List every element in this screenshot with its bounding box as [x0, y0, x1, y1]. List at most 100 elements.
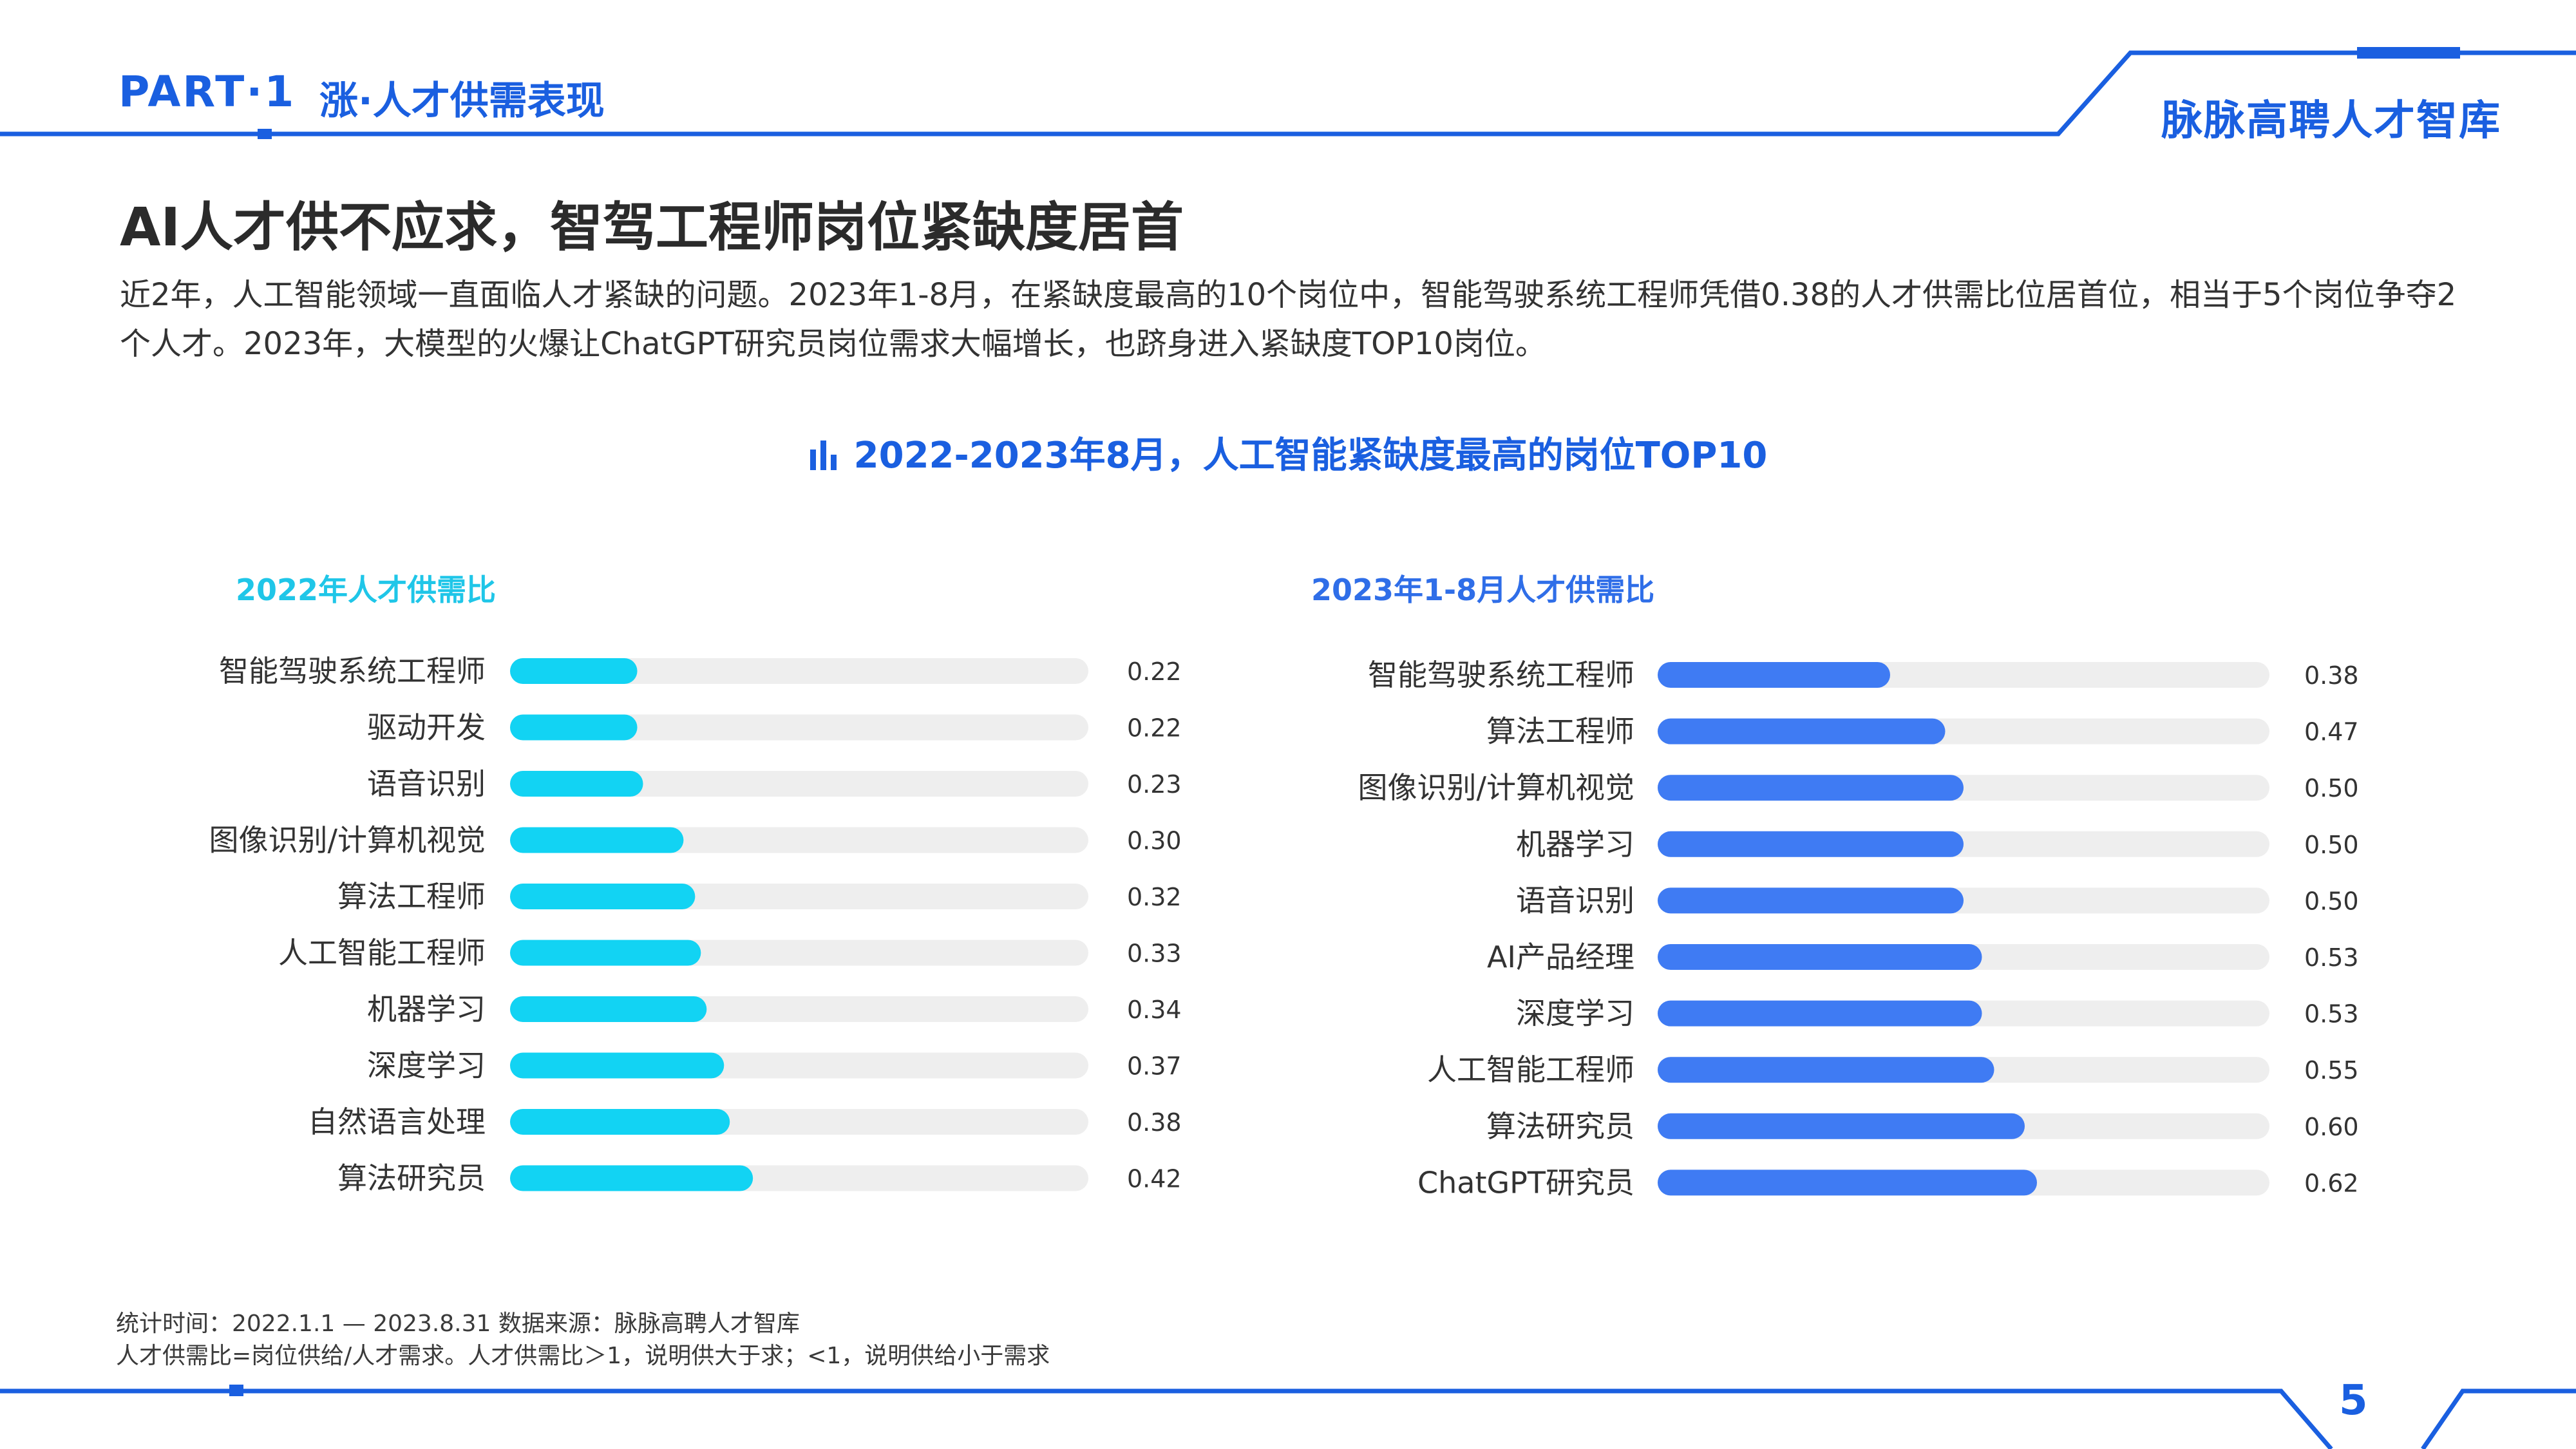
- chart-2023-row: AI产品经理 0.53: [1487, 940, 2359, 974]
- chart-2022-row: 人工智能工程师 0.33: [278, 936, 1182, 971]
- chart-2022-value-label: 0.33: [1127, 940, 1182, 968]
- chart-2023-row: 人工智能工程师 0.55: [1427, 1052, 2359, 1087]
- summary-text: 近2年，人工智能领域一直面临人才紧缺的问题。2023年1-8月，在紧缺度最高的1…: [120, 277, 2457, 362]
- chart-2022-category-label: 人工智能工程师: [278, 936, 486, 971]
- chart-2023-category-label: 算法工程师: [1486, 714, 1634, 749]
- chart-2022-value-label: 0.42: [1127, 1165, 1182, 1193]
- chart-2022-value-label: 0.22: [1127, 714, 1182, 743]
- chart-2022-row: 语音识别 0.23: [367, 766, 1182, 801]
- chart-2022-value-label: 0.30: [1127, 827, 1182, 855]
- chart-2022-bar: [510, 771, 643, 797]
- header-rule: [0, 50, 2576, 137]
- chart-2022-row: 深度学习 0.37: [367, 1048, 1182, 1083]
- chart-2023-bar: [1658, 887, 1964, 914]
- chart-2023-bar: [1658, 1113, 2025, 1139]
- part-label: PART·1: [118, 67, 296, 117]
- chart-2022-bar-track: [510, 771, 1088, 797]
- chart-2023-value-label: 0.50: [2304, 774, 2359, 802]
- chart-2022-category-label: 机器学习: [367, 992, 486, 1027]
- chart-2023-value-label: 0.53: [2304, 1000, 2359, 1028]
- chart-2022-value-label: 0.23: [1127, 770, 1182, 799]
- chart-2022-category-label: 驱动开发: [367, 710, 486, 745]
- chart-2023-bar: [1658, 831, 1964, 857]
- chart-title-text: 2022-2023年8月，人工智能紧缺度最高的岗位TOP10: [853, 435, 1768, 477]
- chart-2023-row: 语音识别 0.50: [1516, 883, 2359, 918]
- chart-2022-category-label: 语音识别: [367, 766, 486, 801]
- chart-2023-value-label: 0.53: [2304, 943, 2359, 972]
- chart-2022-bar: [510, 940, 701, 966]
- chart-2022-bar: [510, 884, 696, 909]
- chart-2023-category-label: 算法研究员: [1486, 1109, 1634, 1144]
- footer-rule: [0, 1388, 2576, 1449]
- part-label-text: PART: [118, 67, 247, 117]
- chart-2022-title: 2022年人才供需比: [236, 573, 497, 607]
- chart-2023-bar: [1658, 944, 1982, 970]
- chart-2023-category-label: 机器学习: [1516, 827, 1634, 862]
- footer-rule-marker: [229, 1385, 243, 1396]
- chart-2023-bar: [1658, 775, 1964, 801]
- chart-2023-value-label: 0.50: [2304, 831, 2359, 859]
- chart-2023-row: ChatGPT研究员 0.62: [1417, 1165, 2359, 1200]
- part-number: 1: [264, 67, 296, 117]
- chart-2022-category-label: 自然语言处理: [308, 1104, 486, 1139]
- header-rule-marker: [258, 129, 272, 139]
- chart-2022-bar: [510, 714, 638, 741]
- chart-2023-value-label: 0.50: [2304, 887, 2359, 915]
- brand-name: 脉脉高聘人才智库: [2161, 97, 2501, 145]
- chart-2022-bar: [510, 1165, 753, 1191]
- chart-2023-bar: [1658, 1000, 1982, 1027]
- chart-2022-bar-track: [510, 658, 1088, 684]
- chart-2022-value-label: 0.34: [1127, 996, 1182, 1024]
- page-title: AI人才供不应求，智驾工程师岗位紧缺度居首: [120, 197, 1184, 258]
- bar-chart-icon: [809, 437, 838, 479]
- chart-2023-value-label: 0.47: [2304, 718, 2359, 746]
- chart-2022-category-label: 算法工程师: [337, 879, 486, 914]
- chart-2023-value-label: 0.55: [2304, 1056, 2359, 1084]
- chart-2023-category-label: 人工智能工程师: [1427, 1052, 1634, 1087]
- chart-2023-row: 算法工程师 0.47: [1486, 714, 2359, 749]
- chart-2023-category-label: AI产品经理: [1487, 940, 1634, 974]
- chart-2023-category-label: ChatGPT研究员: [1417, 1165, 1634, 1200]
- chart-2023-bars: 智能驾驶系统工程师 0.38 算法工程师 0.47 图像识别/计算机视觉 0.50 机器学习…: [1358, 658, 2359, 1200]
- chart-2022-row: 算法工程师 0.32: [337, 879, 1182, 914]
- footer-note-definition: 人才供需比=岗位供给/人才需求。人才供需比＞1，说明供大于求；<1，说明供给小于…: [116, 1343, 1050, 1369]
- chart-2022-row: 智能驾驶系统工程师 0.22: [219, 654, 1182, 688]
- chart-2022-row: 图像识别/计算机视觉 0.30: [209, 823, 1182, 858]
- chart-title: 2022-2023年8月，人工智能紧缺度最高的岗位TOP10: [0, 426, 2576, 479]
- chart-2023-row: 算法研究员 0.60: [1486, 1109, 2359, 1144]
- chart-2023-title: 2023年1-8月人才供需比: [1311, 573, 1655, 607]
- chart-2023-row: 智能驾驶系统工程师 0.38: [1368, 658, 2359, 692]
- chart-2022-value-label: 0.22: [1127, 658, 1182, 686]
- chart-2022-bar: [510, 996, 707, 1022]
- chart-2023-bar: [1658, 662, 1890, 688]
- chart-2023-category-label: 深度学习: [1516, 996, 1634, 1031]
- section-label: 涨·人才供需表现: [319, 79, 605, 124]
- chart-2022-row: 算法研究员 0.42: [337, 1161, 1182, 1196]
- chart-2023-row: 深度学习 0.53: [1516, 996, 2359, 1031]
- chart-2022-row: 自然语言处理 0.38: [308, 1104, 1182, 1139]
- chart-2022-row: 驱动开发 0.22: [367, 710, 1182, 745]
- chart-2022-row: 机器学习 0.34: [367, 992, 1182, 1027]
- page-number: 5: [2339, 1377, 2368, 1425]
- chart-2022-category-label: 算法研究员: [337, 1161, 486, 1196]
- chart-2023-value-label: 0.62: [2304, 1169, 2359, 1197]
- chart-2023-bar: [1658, 1170, 2037, 1196]
- chart-2022-bars: 智能驾驶系统工程师 0.22 驱动开发 0.22 语音识别 0.23 图像识别/计算机视觉 0…: [209, 654, 1182, 1196]
- chart-2022-bar: [510, 1109, 730, 1135]
- chart-2022-category-label: 图像识别/计算机视觉: [209, 823, 486, 858]
- chart-2023-row: 图像识别/计算机视觉 0.50: [1358, 770, 2359, 805]
- chart-2023-category-label: 智能驾驶系统工程师: [1368, 658, 1634, 692]
- chart-2023-bar: [1658, 718, 1946, 744]
- chart-2023-value-label: 0.38: [2304, 661, 2359, 690]
- chart-2022-bar: [510, 1052, 724, 1079]
- header-tab-marker: [2357, 47, 2460, 59]
- chart-2022-bar: [510, 827, 684, 853]
- chart-2023-category-label: 语音识别: [1516, 883, 1634, 918]
- chart-2022-value-label: 0.32: [1127, 883, 1182, 911]
- chart-2023-row: 机器学习 0.50: [1516, 827, 2359, 862]
- chart-2022-bar: [510, 658, 638, 684]
- chart-2022-category-label: 智能驾驶系统工程师: [219, 654, 486, 688]
- chart-2022-value-label: 0.38: [1127, 1108, 1182, 1137]
- chart-2023-value-label: 0.60: [2304, 1113, 2359, 1141]
